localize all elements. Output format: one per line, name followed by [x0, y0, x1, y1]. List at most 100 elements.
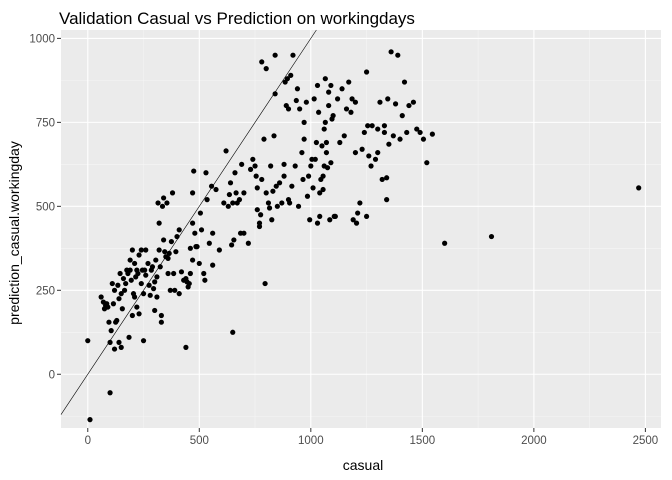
data-point [146, 282, 152, 288]
data-point [390, 133, 396, 139]
x-tick-label: 2500 [633, 435, 659, 447]
data-point [272, 52, 278, 58]
data-point [348, 109, 354, 115]
data-point [225, 203, 231, 209]
data-point [189, 190, 196, 196]
data-point [166, 250, 172, 256]
data-point [108, 327, 114, 334]
data-point [297, 106, 303, 112]
data-point [384, 175, 390, 181]
data-point [183, 344, 189, 350]
data-point [324, 165, 331, 171]
data-point [136, 252, 142, 258]
data-point [87, 417, 93, 423]
data-point [317, 190, 323, 196]
data-point [168, 238, 175, 245]
data-point [245, 240, 251, 246]
y-axis-title: prediction_casual.workingday [6, 141, 22, 325]
data-point [164, 200, 170, 206]
data-point [284, 76, 290, 82]
data-point [319, 143, 325, 149]
data-point [332, 213, 338, 220]
data-point [159, 203, 166, 209]
data-point [381, 123, 388, 129]
data-point [299, 149, 305, 156]
data-point [147, 292, 153, 298]
data-point [262, 280, 268, 287]
data-point [377, 99, 383, 105]
data-point [126, 334, 132, 340]
y-tick-label: 1000 [29, 33, 55, 45]
data-point [138, 247, 144, 253]
data-point [176, 291, 182, 297]
data-point [206, 240, 212, 246]
data-point [372, 156, 379, 162]
data-point [253, 173, 259, 179]
data-point [186, 280, 192, 287]
data-point [111, 346, 118, 352]
data-point [203, 170, 209, 176]
data-point [279, 200, 285, 206]
data-point [239, 161, 245, 167]
x-tick-label: 1500 [410, 435, 436, 447]
data-point [320, 173, 326, 179]
data-point [274, 203, 280, 209]
data-point [236, 197, 243, 203]
data-point [196, 260, 202, 267]
data-point [134, 304, 140, 310]
data-point [417, 129, 423, 136]
data-point [404, 129, 410, 136]
data-point [221, 200, 227, 206]
data-point [213, 186, 219, 193]
data-point [152, 279, 158, 285]
x-tick-label: 500 [190, 435, 209, 447]
data-point [174, 233, 180, 240]
x-axis-title: casual [343, 457, 383, 473]
x-tick-label: 2000 [521, 435, 547, 447]
data-point [120, 275, 127, 282]
data-point [281, 173, 287, 179]
data-point [311, 96, 317, 102]
data-point [295, 203, 302, 209]
data-point [304, 193, 311, 199]
data-point [110, 301, 117, 307]
data-point [256, 220, 263, 226]
x-tick-label: 0 [85, 435, 91, 447]
data-point [106, 319, 112, 325]
data-point [123, 280, 129, 287]
data-point [369, 123, 375, 129]
data-point [198, 227, 205, 233]
data-point [442, 240, 448, 246]
data-point [359, 146, 365, 152]
data-point [210, 262, 216, 268]
data-point [271, 133, 277, 139]
data-point [323, 139, 330, 146]
data-point [136, 311, 142, 317]
data-point [301, 136, 307, 142]
data-point [350, 217, 356, 223]
data-point [208, 183, 215, 189]
data-point [202, 277, 208, 283]
data-point [334, 96, 341, 102]
data-point [178, 269, 185, 275]
data-point [154, 274, 160, 280]
data-point [326, 89, 332, 95]
data-point [226, 191, 233, 198]
data-point [424, 160, 430, 166]
data-point [152, 307, 158, 314]
data-point [636, 185, 642, 191]
data-point [194, 244, 200, 250]
data-point [313, 139, 319, 146]
data-point [155, 200, 161, 206]
data-point [322, 76, 328, 82]
data-point [307, 217, 313, 223]
data-point [252, 163, 258, 169]
data-point [363, 69, 370, 75]
data-point [368, 163, 374, 169]
data-point [263, 190, 269, 196]
data-point [189, 257, 196, 263]
data-point [320, 186, 326, 193]
data-point [269, 217, 275, 223]
data-point [143, 272, 149, 278]
data-point [330, 113, 336, 119]
